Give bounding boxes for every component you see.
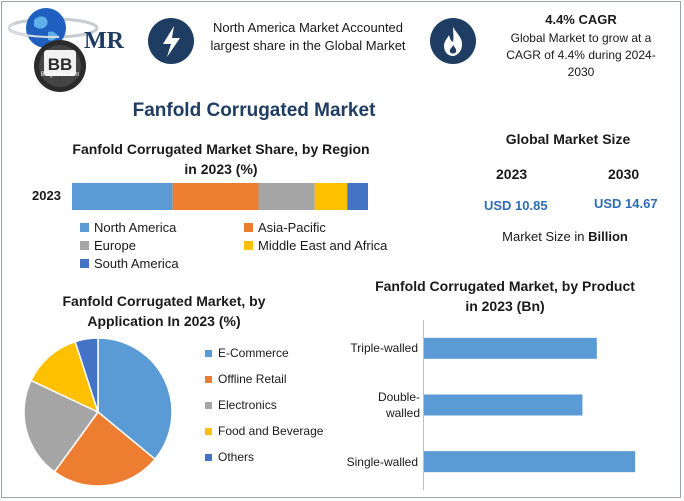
globe-icon: BB: [7, 8, 99, 92]
market-value-2023: USD 10.85: [484, 198, 548, 213]
legend-swatch: [205, 349, 212, 357]
region-legend-item-south-america: South America: [80, 256, 179, 271]
region-legend-item-middle-east-and-africa: Middle East and Africa: [244, 238, 387, 253]
legend-label: Electronics: [218, 398, 277, 412]
region-legend-item-north-america: North America: [80, 220, 176, 235]
lightning-icon-circle: [148, 18, 194, 64]
market-value-2030: USD 14.67: [594, 196, 658, 211]
product-category-label-single-walled: Single-walled: [346, 454, 418, 469]
application-chart-title: Fanfold Corrugated Market, by Applicatio…: [62, 293, 266, 329]
pie-slice-offline-retail: [53, 410, 157, 487]
legend-label: Food and Beverage: [218, 424, 324, 438]
page-title: Fanfold Corrugated Market: [132, 100, 376, 121]
market-size-note-prefix: Market Size in: [502, 229, 589, 244]
flame-icon-circle: [430, 18, 476, 64]
market-year-2023: 2023: [496, 166, 528, 182]
legend-label: Asia-Pacific: [258, 220, 326, 235]
legend-swatch: [205, 453, 212, 461]
pie-slice-others: [74, 337, 99, 413]
lightning-icon: [163, 26, 180, 57]
product-bar-triple-walled: [424, 337, 597, 359]
legend-swatch: [80, 223, 89, 232]
legend-swatch: [205, 375, 212, 383]
application-pie-chart: [23, 337, 173, 487]
region-bar-segment-middle-east-and-africa: [314, 183, 348, 210]
legend-label: South America: [94, 256, 179, 271]
legend-label: E-Commerce: [218, 346, 289, 360]
logo: BB MR BingBees.com: [7, 4, 138, 96]
logo-text: MR: [84, 28, 124, 54]
legend-label: Middle East and Africa: [258, 238, 388, 253]
market-size-note: Market Size in Billion: [480, 229, 650, 244]
legend-label: North America: [94, 220, 177, 235]
region-stacked-bar: [72, 183, 368, 210]
legend-label: Others: [218, 450, 255, 464]
product-category-label-triple-walled: Triple-walled: [350, 341, 418, 356]
product-category-label-double-walled: Double-walled: [377, 390, 420, 420]
legend-swatch: [80, 241, 89, 250]
cagr-description: Global Market to grow at a CAGR of 4.4% …: [506, 31, 656, 79]
market-size-title: Global Market Size: [505, 131, 631, 147]
product-bar-chart: [424, 337, 636, 473]
pie-legend-item-others: Others: [205, 450, 254, 464]
market-size-note-unit: Billion: [588, 229, 628, 244]
region-bar-segment-south-america: [347, 183, 368, 210]
legend-swatch: [244, 241, 253, 250]
pie-legend-item-food-and-beverage: Food and Beverage: [205, 424, 323, 438]
legend-swatch: [244, 223, 253, 232]
cagr-title: 4.4% CAGR: [545, 12, 617, 27]
product-bar-double-walled: [424, 394, 583, 416]
pie-slice-e-commerce: [97, 337, 173, 461]
legend-swatch: [205, 401, 212, 409]
pie-legend-item-electronics: Electronics: [205, 398, 277, 412]
region-bar-segment-europe: [258, 183, 315, 210]
market-year-2030: 2030: [608, 166, 640, 182]
product-axis-line: [423, 320, 424, 490]
region-bar-segment-north-america: [72, 183, 173, 210]
logo-badge-text: BingBees.com: [40, 72, 80, 78]
region-chart-title: Fanfold Corrugated Market Share, by Regi…: [72, 141, 370, 177]
legend-swatch: [205, 427, 212, 435]
svg-text:BB: BB: [48, 55, 73, 74]
legend-swatch: [80, 259, 89, 268]
region-legend-item-asia-pacific: Asia-Pacific: [244, 220, 326, 235]
pie-legend-item-e-commerce: E-Commerce: [205, 346, 289, 360]
region-year-label: 2023: [32, 188, 61, 203]
product-chart-title: Fanfold Corrugated Market, by Product in…: [375, 278, 635, 314]
product-bar-single-walled: [424, 451, 636, 473]
legend-label: Offline Retail: [218, 372, 287, 386]
info-north-america: North America Market Accounted largest s…: [210, 20, 406, 53]
pie-slice-food-and-beverage: [30, 340, 100, 414]
legend-label: Europe: [94, 238, 136, 253]
flame-icon: [444, 27, 463, 56]
region-bar-segment-asia-pacific: [172, 183, 259, 210]
pie-legend-item-offline-retail: Offline Retail: [205, 372, 286, 386]
region-legend-item-europe: Europe: [80, 238, 136, 253]
